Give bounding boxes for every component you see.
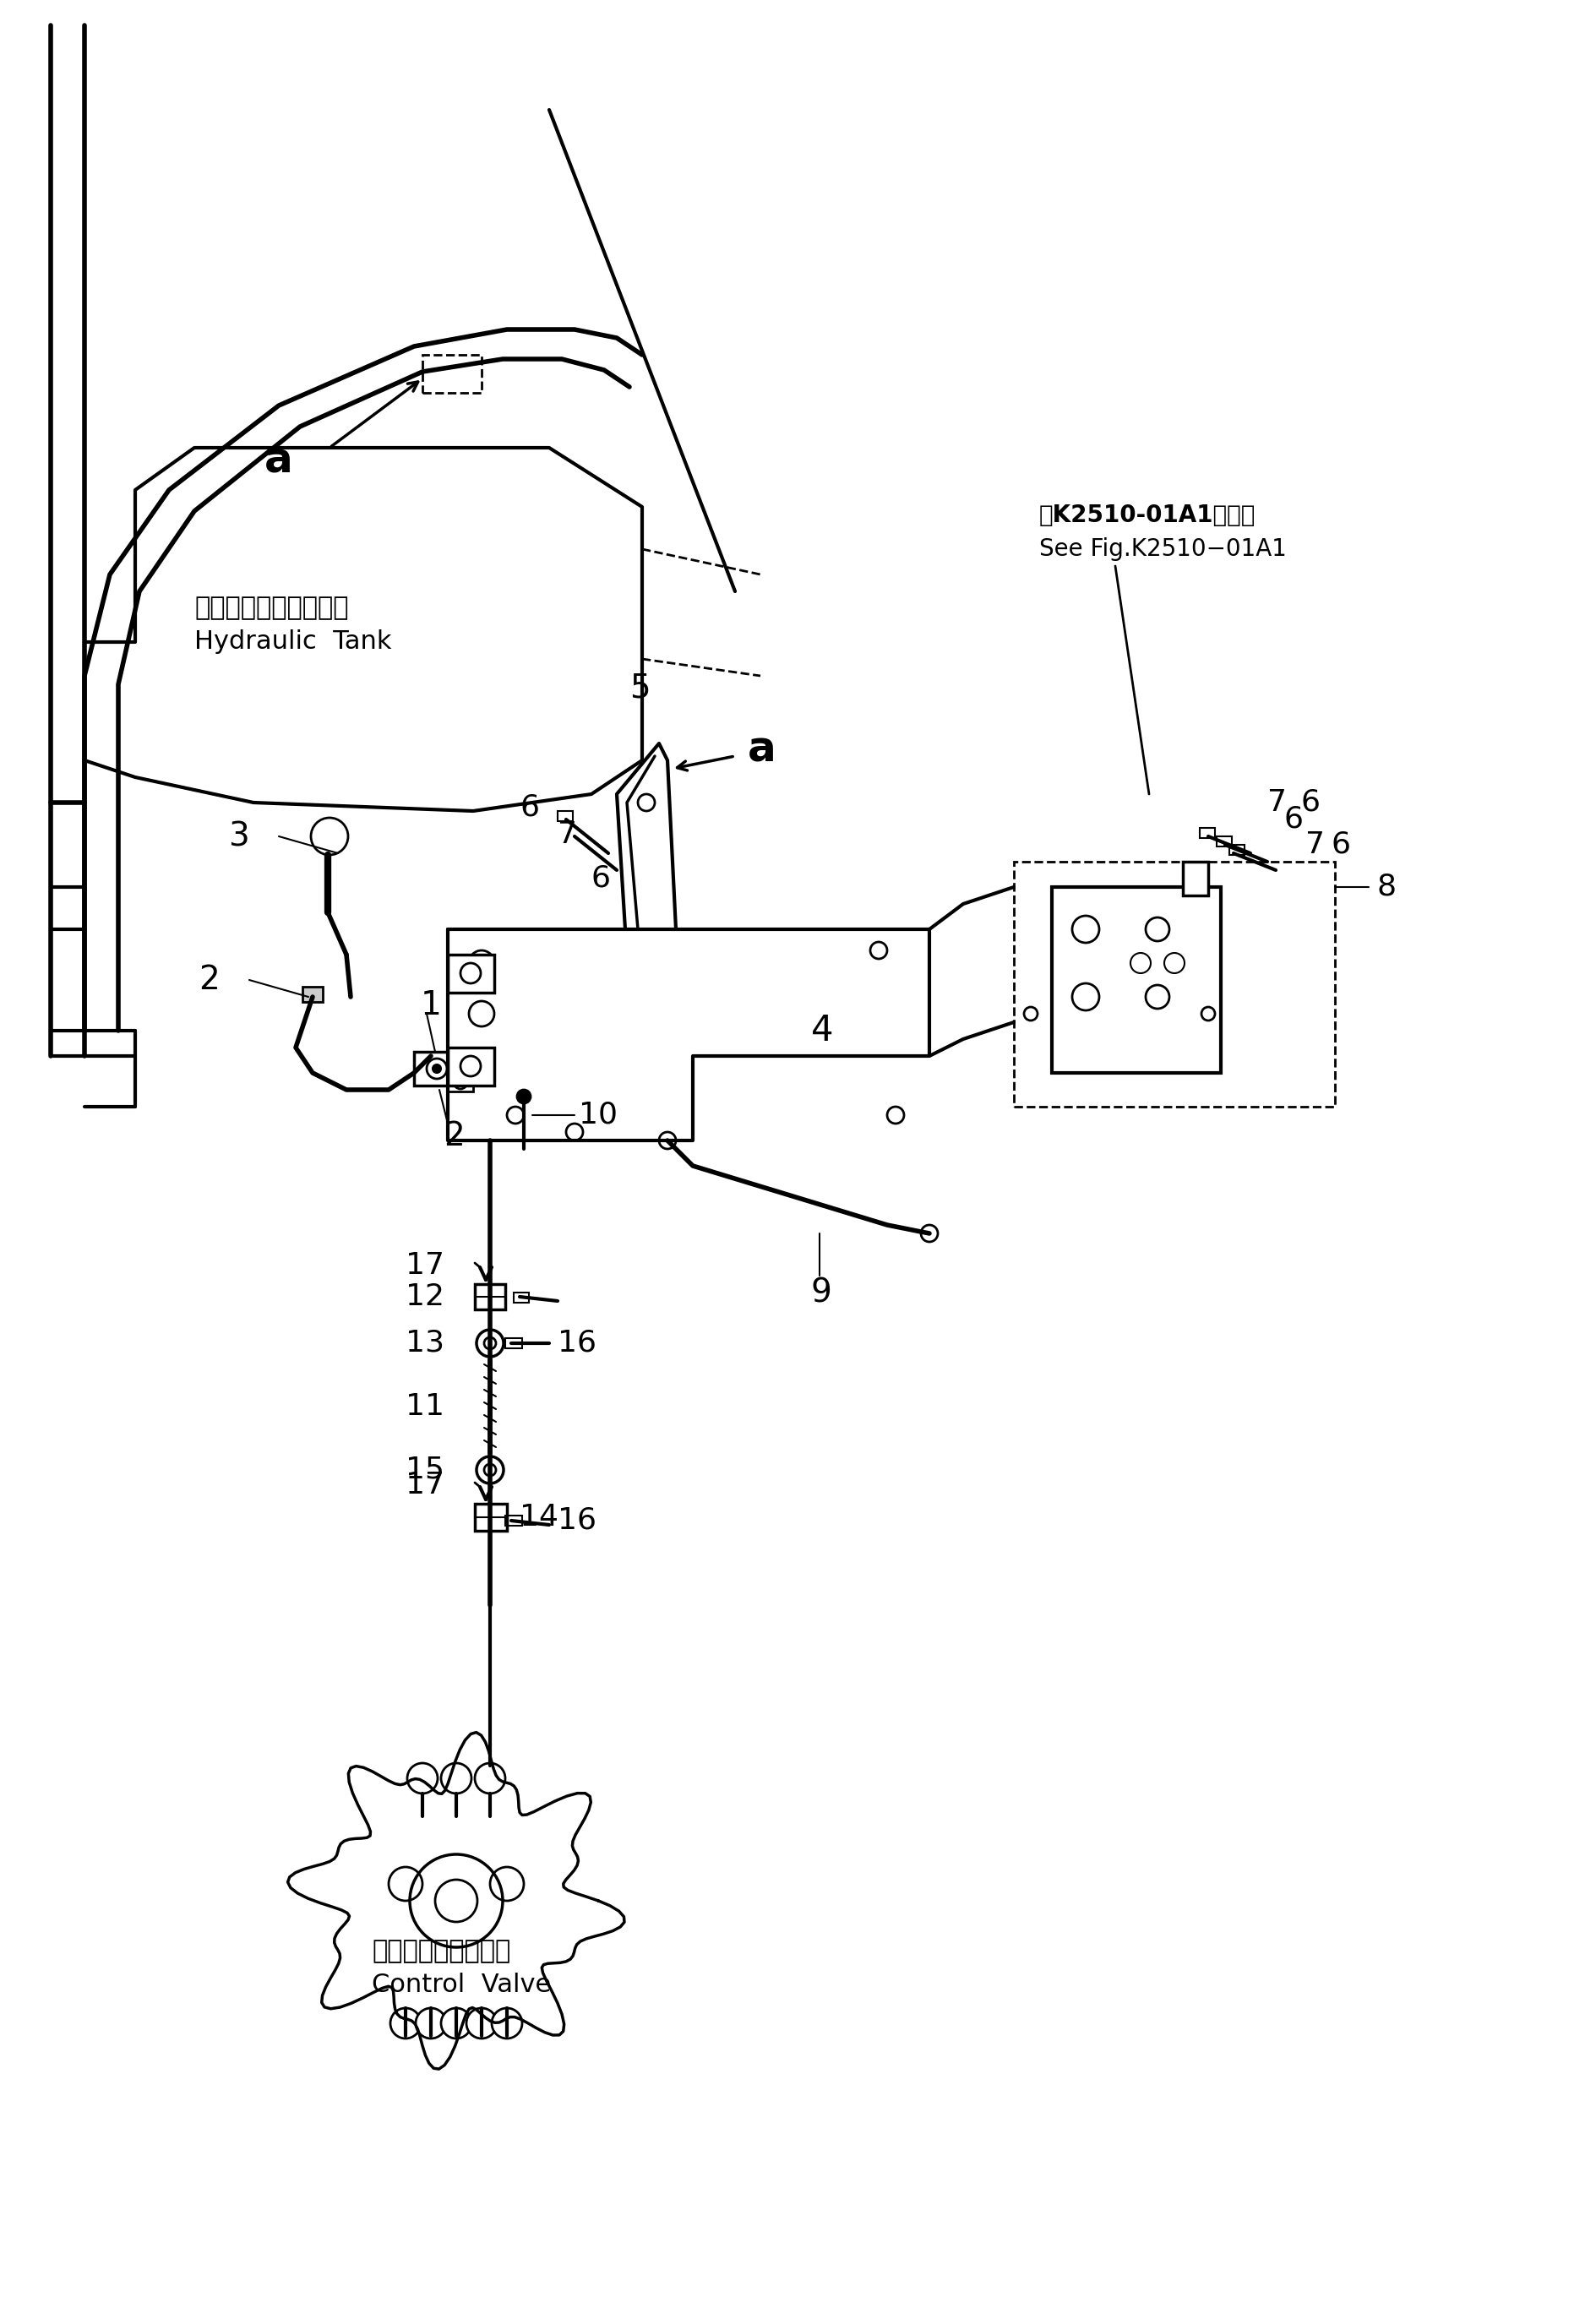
Circle shape xyxy=(311,818,348,854)
Text: Hydraulic  Tank: Hydraulic Tank xyxy=(195,629,391,655)
Circle shape xyxy=(474,1764,504,1794)
Text: 10: 10 xyxy=(578,1100,618,1130)
Text: a: a xyxy=(265,441,294,480)
Circle shape xyxy=(484,1463,496,1477)
Text: コントロールバルブ: コントロールバルブ xyxy=(372,1939,511,1964)
Circle shape xyxy=(415,2008,445,2037)
Text: 4: 4 xyxy=(811,1013,833,1047)
Bar xyxy=(1216,836,1231,848)
Text: 2: 2 xyxy=(444,1121,464,1153)
Text: 6: 6 xyxy=(1301,788,1320,818)
Text: 7: 7 xyxy=(1304,832,1325,859)
Bar xyxy=(557,811,573,820)
Bar xyxy=(1013,861,1334,1107)
Text: 14: 14 xyxy=(519,1502,559,1532)
Text: 15: 15 xyxy=(405,1456,444,1484)
Circle shape xyxy=(440,1764,471,1794)
Circle shape xyxy=(517,1089,530,1103)
Text: 第K2510-01A1図参照: 第K2510-01A1図参照 xyxy=(1039,503,1254,526)
Text: See Fig.K2510−01A1: See Fig.K2510−01A1 xyxy=(1039,537,1286,560)
Text: 8: 8 xyxy=(1376,873,1396,900)
Bar xyxy=(447,956,495,992)
Circle shape xyxy=(434,1879,477,1923)
Bar xyxy=(1183,861,1208,896)
Text: Control  Valve: Control Valve xyxy=(372,1973,551,1998)
Text: a: a xyxy=(747,730,776,769)
Bar xyxy=(302,988,322,1001)
Bar xyxy=(413,1052,460,1086)
Text: 6: 6 xyxy=(1283,804,1302,834)
Text: 7: 7 xyxy=(557,820,576,850)
Circle shape xyxy=(433,1064,440,1073)
Text: 7: 7 xyxy=(1267,788,1286,818)
Bar xyxy=(1052,887,1221,1073)
Text: 5: 5 xyxy=(629,673,650,705)
Circle shape xyxy=(440,2008,471,2037)
Bar xyxy=(447,1073,472,1091)
Text: 11: 11 xyxy=(405,1392,444,1422)
Text: 1: 1 xyxy=(420,990,442,1022)
Text: 17: 17 xyxy=(405,1252,444,1279)
Bar xyxy=(423,354,482,393)
Text: 6: 6 xyxy=(591,864,611,894)
Circle shape xyxy=(407,1764,437,1794)
Text: 13: 13 xyxy=(405,1330,444,1358)
Bar xyxy=(474,1505,506,1530)
Text: 3: 3 xyxy=(228,820,249,852)
Text: 6: 6 xyxy=(519,792,539,820)
Text: ハイドロリックタンク: ハイドロリックタンク xyxy=(195,595,348,620)
Circle shape xyxy=(466,2008,496,2037)
Bar xyxy=(474,1284,504,1309)
Text: 9: 9 xyxy=(811,1277,832,1309)
Circle shape xyxy=(492,2008,522,2037)
Text: 16: 16 xyxy=(557,1507,597,1534)
Text: 16: 16 xyxy=(557,1330,597,1358)
Bar xyxy=(1229,845,1243,854)
Bar xyxy=(504,1516,522,1525)
Bar xyxy=(514,1293,528,1302)
Bar xyxy=(1199,827,1215,838)
Bar xyxy=(504,1339,522,1348)
Text: 12: 12 xyxy=(405,1282,444,1312)
Circle shape xyxy=(484,1337,496,1348)
Circle shape xyxy=(389,2008,420,2037)
Text: 17: 17 xyxy=(405,1470,444,1500)
Text: 2: 2 xyxy=(198,965,219,997)
Text: 6: 6 xyxy=(1329,832,1350,859)
Bar xyxy=(447,1047,495,1086)
